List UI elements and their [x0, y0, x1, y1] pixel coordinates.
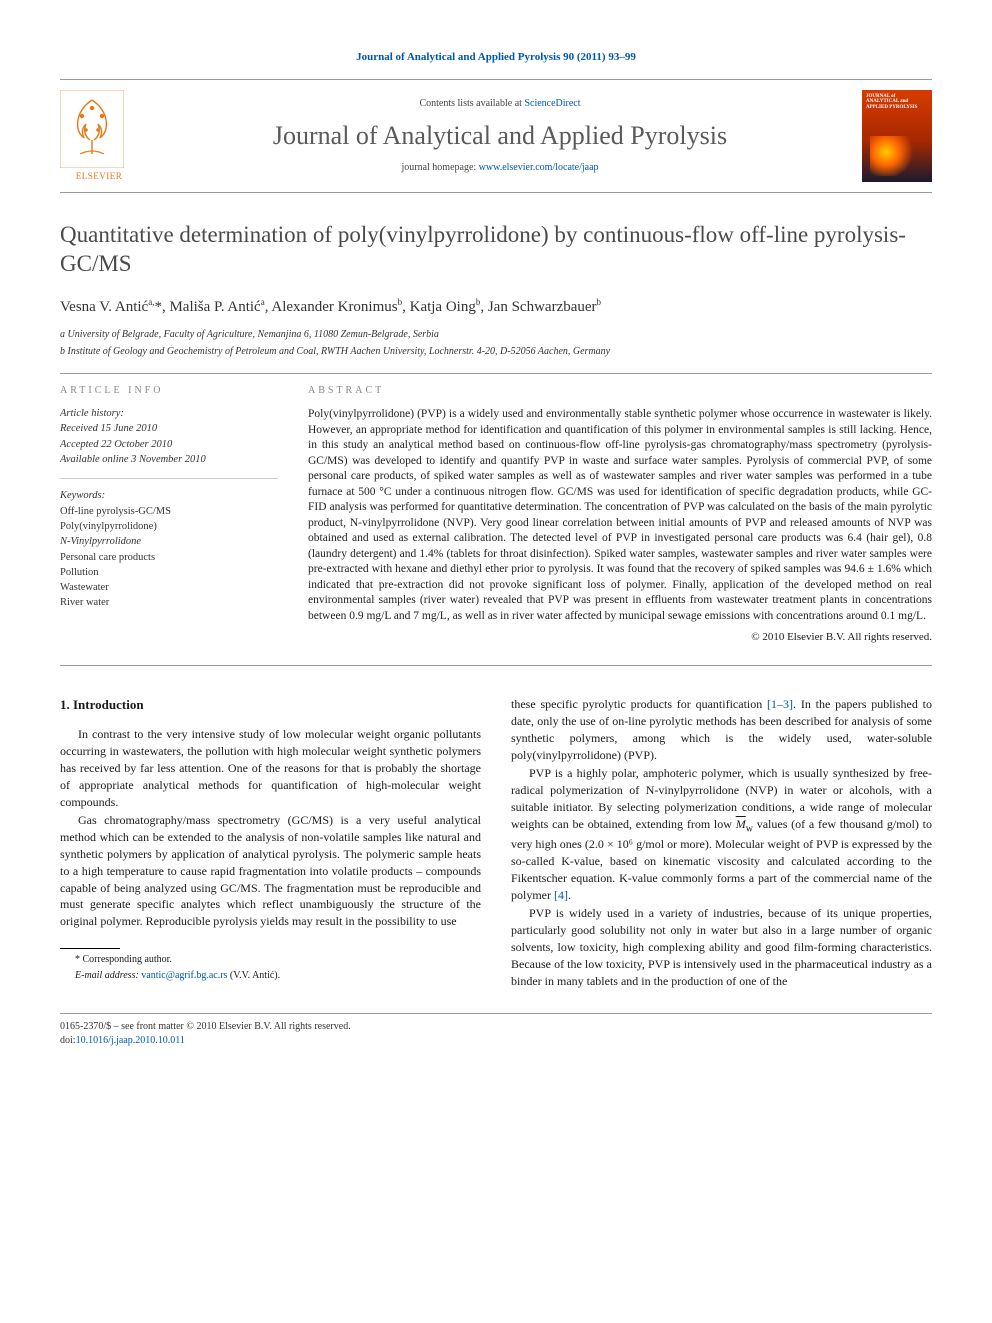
citation-link[interactable]: [1–3] [767, 697, 793, 711]
body-text: 1. Introduction In contrast to the very … [60, 696, 932, 989]
abstract-heading: abstract [308, 384, 932, 398]
author-email-link[interactable]: vantic@agrif.bg.ac.rs [141, 970, 227, 981]
keywords-label: Keywords: [60, 489, 278, 503]
article-title: Quantitative determination of poly(vinyl… [60, 221, 932, 279]
email-label: E-mail address: [75, 970, 141, 981]
section-heading: 1. Introduction [60, 696, 481, 714]
publisher-label: ELSEVIER [60, 170, 138, 182]
keyword: N-Vinylpyrrolidone [60, 535, 278, 549]
body-paragraph: In contrast to the very intensive study … [60, 726, 481, 810]
body-paragraph: these specific pyrolytic products for qu… [511, 696, 932, 763]
online-date: Available online 3 November 2010 [60, 453, 278, 467]
footer-copyright: 0165-2370/$ – see front matter © 2010 El… [60, 1020, 932, 1034]
p4-post: . [568, 888, 571, 902]
body-paragraph: PVP is a highly polar, amphoteric polyme… [511, 765, 932, 903]
author-list: Vesna V. Antića,*, Mališa P. Antića, Ale… [60, 296, 932, 317]
keyword: River water [60, 596, 278, 610]
elsevier-logo: ELSEVIER [60, 90, 138, 182]
journal-name: Journal of Analytical and Applied Pyroly… [138, 118, 862, 153]
keyword: Poly(vinylpyrrolidone) [60, 520, 278, 534]
homepage-prefix: journal homepage: [401, 162, 478, 173]
homepage-link[interactable]: www.elsevier.com/locate/jaap [479, 162, 599, 173]
mw-symbol: M [736, 817, 746, 831]
divider [60, 665, 932, 666]
p3-pre: these specific pyrolytic products for qu… [511, 697, 767, 711]
article-history-block: Article history: Received 15 June 2010 A… [60, 407, 278, 479]
cover-art [870, 136, 924, 176]
elsevier-tree-icon [60, 90, 124, 168]
citation-header: Journal of Analytical and Applied Pyroly… [60, 50, 932, 65]
doi-label: doi: [60, 1035, 76, 1046]
contents-prefix: Contents lists available at [419, 98, 524, 109]
keyword: Wastewater [60, 581, 278, 595]
divider [60, 373, 932, 374]
corresponding-author-note: * Corresponding author. [60, 953, 481, 967]
keyword: Pollution [60, 566, 278, 580]
email-post: (V.V. Antić). [227, 970, 280, 981]
footnote-rule [60, 948, 120, 949]
email-footnote: E-mail address: vantic@agrif.bg.ac.rs (V… [60, 969, 481, 983]
journal-cover-thumbnail: JOURNAL of ANALYTICAL and APPLIED PYROLY… [862, 90, 932, 182]
keywords-block: Keywords: Off-line pyrolysis-GC/MS Poly(… [60, 489, 278, 610]
masthead: ELSEVIER Contents lists available at Sci… [60, 79, 932, 193]
body-paragraph: PVP is widely used in a variety of indus… [511, 905, 932, 989]
doi-link[interactable]: 10.1016/j.jaap.2010.10.011 [76, 1035, 185, 1046]
body-paragraph: Gas chromatography/mass spectrometry (GC… [60, 812, 481, 930]
sciencedirect-link[interactable]: ScienceDirect [524, 98, 580, 109]
accepted-date: Accepted 22 October 2010 [60, 438, 278, 452]
history-label: Article history: [60, 407, 278, 421]
keyword: Off-line pyrolysis-GC/MS [60, 505, 278, 519]
article-info-heading: article info [60, 384, 278, 398]
contents-line: Contents lists available at ScienceDirec… [138, 97, 862, 111]
received-date: Received 15 June 2010 [60, 422, 278, 436]
affiliation-a: a University of Belgrade, Faculty of Agr… [60, 328, 932, 342]
affiliation-b: b Institute of Geology and Geochemistry … [60, 345, 932, 359]
abstract-text: Poly(vinylpyrrolidone) (PVP) is a widely… [308, 407, 932, 624]
page-footer: 0165-2370/$ – see front matter © 2010 El… [60, 1013, 932, 1047]
citation-link[interactable]: [4] [554, 888, 568, 902]
cover-title: JOURNAL of ANALYTICAL and APPLIED PYROLY… [866, 94, 928, 111]
homepage-line: journal homepage: www.elsevier.com/locat… [138, 161, 862, 175]
keyword: Personal care products [60, 551, 278, 565]
abstract-copyright: © 2010 Elsevier B.V. All rights reserved… [308, 630, 932, 645]
